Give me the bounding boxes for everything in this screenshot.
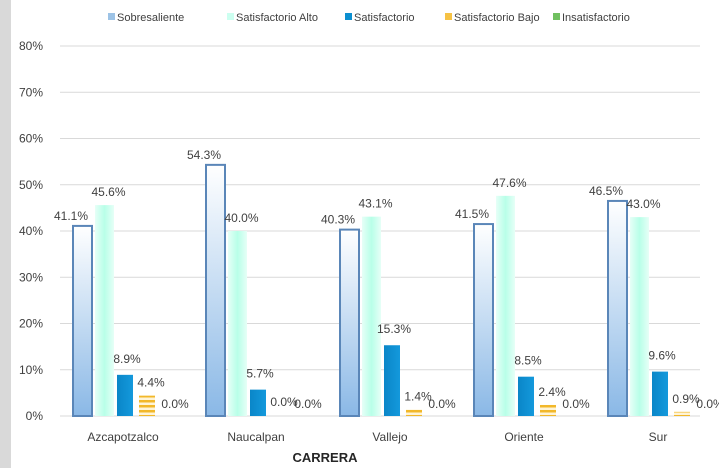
legend-entry: Satisfactorio	[354, 12, 415, 24]
data-label: 47.6%	[492, 176, 526, 190]
y-tick-label: 20%	[19, 317, 43, 331]
left-border	[0, 0, 11, 468]
data-label: 4.4%	[137, 376, 165, 390]
legend-entry: Insatisfactorio	[562, 12, 630, 24]
bar-satisfactorio	[384, 345, 400, 416]
legend-swatch	[553, 13, 560, 20]
legend-entry: Sobresaliente	[117, 12, 184, 24]
data-label: 40.0%	[224, 211, 258, 225]
x-tick-label: Sur	[649, 430, 668, 444]
y-tick-label: 10%	[19, 363, 43, 377]
x-tick-label: Naucalpan	[227, 430, 284, 444]
x-tick-label: Vallejo	[372, 430, 407, 444]
data-label: 1.4%	[404, 390, 432, 404]
data-label: 0.9%	[672, 392, 700, 406]
data-label: 0.0%	[428, 397, 456, 411]
bar-satisfactorio-alto	[362, 216, 381, 416]
bar-satisfactorio-alto	[496, 195, 515, 416]
y-tick-label: 80%	[19, 39, 43, 53]
legend-swatch	[345, 13, 352, 20]
x-tick-label: Azcapotzalco	[87, 430, 159, 444]
data-label: 0.0%	[562, 397, 590, 411]
x-tick-label: Oriente	[504, 430, 544, 444]
bar-satisfactorio	[518, 376, 534, 416]
data-label: 0.0%	[161, 397, 189, 411]
data-label: 5.7%	[246, 367, 274, 381]
bar-satisfactorio-bajo	[674, 411, 690, 416]
data-label: 0.0%	[294, 397, 322, 411]
data-label: 15.3%	[377, 322, 411, 336]
bar-sobresaliente	[473, 223, 494, 417]
data-label: 43.0%	[626, 197, 660, 211]
bar-sobresaliente	[607, 199, 628, 417]
data-label: 46.5%	[589, 184, 623, 198]
y-tick-label: 30%	[19, 270, 43, 284]
data-label: 43.1%	[358, 197, 392, 211]
bar-satisfactorio-alto	[228, 231, 247, 416]
data-label: 41.1%	[54, 209, 88, 223]
data-label: 9.6%	[648, 349, 676, 363]
bar-satisfactorio	[652, 371, 668, 416]
x-axis-title: CARRERA	[293, 450, 359, 465]
data-label: 54.3%	[187, 148, 221, 162]
data-label: 2.4%	[538, 385, 566, 399]
bar-satisfactorio-bajo	[139, 395, 155, 416]
bar-satisfactorio-bajo	[540, 404, 556, 416]
y-tick-label: 70%	[19, 85, 43, 99]
data-label: 45.6%	[91, 185, 125, 199]
bar-sobresaliente	[339, 228, 360, 417]
data-label: 8.5%	[514, 354, 542, 368]
bar-sobresaliente	[205, 163, 226, 417]
y-tick-label: 0%	[26, 409, 44, 423]
data-label: 8.9%	[113, 352, 141, 366]
bar-satisfactorio	[117, 374, 133, 416]
y-tick-label: 40%	[19, 224, 43, 238]
bar-satisfactorio-bajo	[406, 409, 422, 416]
legend-entry: Satisfactorio Bajo	[454, 12, 540, 24]
legend-swatch	[108, 13, 115, 20]
data-label: 0.0%	[696, 397, 719, 411]
y-tick-label: 60%	[19, 132, 43, 146]
legend-swatch	[445, 13, 452, 20]
bar-satisfactorio	[250, 389, 266, 416]
legend-entry: Satisfactorio Alto	[236, 12, 318, 24]
bar-satisfactorio-alto	[95, 205, 114, 416]
data-label: 40.3%	[321, 213, 355, 227]
data-label: 41.5%	[455, 207, 489, 221]
legend-swatch	[227, 13, 234, 20]
data-label: 0.0%	[270, 395, 298, 409]
bar-sobresaliente	[72, 224, 93, 417]
y-tick-label: 50%	[19, 178, 43, 192]
bar-satisfactorio-alto	[630, 217, 649, 416]
